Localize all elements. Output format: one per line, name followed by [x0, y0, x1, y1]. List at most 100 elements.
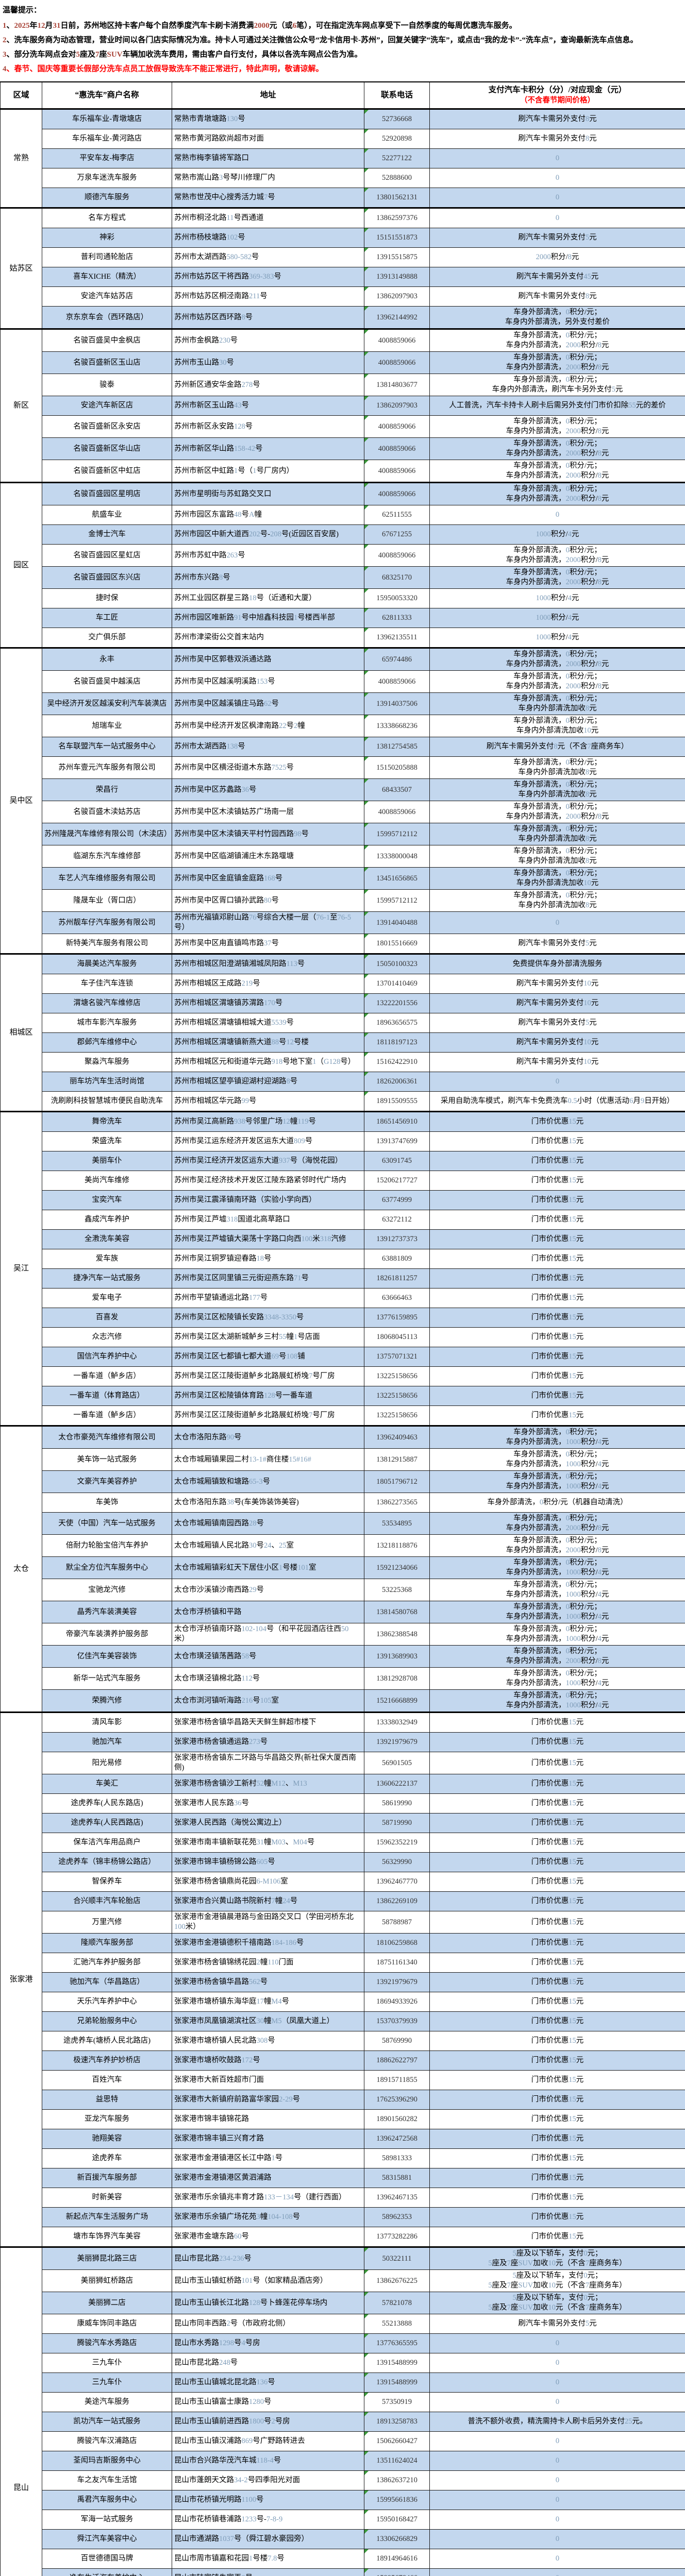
payment-cell: 门市价优惠15元 [429, 1732, 685, 1752]
phone-cell: 18862622797 [364, 2050, 430, 2071]
payment-cell: 0 [429, 2529, 685, 2549]
merchant-cell: 亚龙汽车服务 [42, 2109, 172, 2129]
merchant-cell: 益思特 [42, 2090, 172, 2110]
phone-cell: 68325170 [364, 566, 430, 589]
table-row: 汇驰汽车养护服务部 张家港市杨舍镇锦绣花园2幢110门面 18751161340 门市… [1, 1953, 685, 1973]
phone-cell: 15950053320 [364, 588, 430, 608]
table-row: 万泉车迷洗车服务 常熟市嵩山路3号琴川修理厂内 52888600 0 [1, 168, 685, 188]
table-row: 三九车仆 昆山市玉山镇城北昆北路136号 13915488999 0 [1, 2372, 685, 2393]
table-header-row: 区域 “惠洗车”商户名称 地址 联系电话 支付汽车卡积分（分）/对应现金（元） … [0, 81, 685, 110]
address-cell: 苏州市相城区王成路219号 [172, 974, 364, 994]
phone-cell: 13511624024 [364, 2451, 430, 2471]
table-row: 名骏百盛吴中越溪店 苏州市吴中区越溪明溪路153号 4008859066 车身外部清洗… [1, 670, 685, 693]
merchant-cell: 宝奕汽车 [42, 1190, 172, 1210]
phone-cell: 13962472568 [364, 2129, 430, 2149]
table-row: 禹君汽车服务中心 昆山市花桥镇光明路1100号 15995661836 0 [1, 2490, 685, 2510]
address-cell: 苏州市吴江区江陵街道鲈乡北路展虹桥堍7号厂房 [172, 1366, 364, 1386]
phone-cell: 15062660427 [364, 2431, 430, 2451]
address-cell: 昆山市玉山镇城北昆北路136号 [172, 2372, 364, 2393]
address-cell: 苏州市东兴路8号 [172, 566, 364, 589]
address-cell: 苏州市吴江经济技术开发区江陵东路紧邻时代广场内 [172, 1171, 364, 1191]
table-row: 名车联盟汽车一站式服务中心 苏州市太湖西路138号 13812754585 刷汽车卡需… [1, 737, 685, 757]
phone-cell: 15995661836 [364, 2490, 430, 2510]
table-row: 车艺人汽车维修服务有限公司 苏州市吴中区金庭镇金庭路168号 13451656865… [1, 867, 685, 890]
address-cell: 太仓市城厢镇致和塘路65-3号 [172, 1470, 364, 1493]
address-cell: 苏州市金枫路230号 [172, 328, 364, 352]
table-row: 吴中经济开发区越溪安利汽车装潢店 苏州市吴中区越溪镇庄马路62号 139140375… [1, 692, 685, 715]
payment-cell: 车身外部清洗，0积分/元； 车身内外部清洗，2000积分/8元 [429, 801, 685, 823]
phone-cell: 15921234066 [364, 1556, 430, 1579]
payment-cell: 0 [429, 2568, 685, 2576]
payment-cell: 门市价优惠15元 [429, 1111, 685, 1132]
merchant-cell: 途虎养车 [42, 2148, 172, 2168]
address-cell: 太仓市城厢镇人民北路30号24、25室 [172, 1534, 364, 1557]
payment-cell: 刷汽车卡需另外支付10元 [429, 1052, 685, 1072]
table-row: 宝驰龙汽修 太仓市沙溪镇沙南西路29号 53225368 车身外部清洗，0积分/元； … [1, 1579, 685, 1601]
phone-cell: 13812754585 [364, 737, 430, 757]
phone-cell: 15995712112 [364, 823, 430, 845]
table-row: 洗刷刷科技智慧城市便民自助洗车 苏州市相城区华元路99号 18915509555 采用… [1, 1091, 685, 1112]
phone-cell: 13862269109 [364, 1891, 430, 1911]
phone-cell: 13225158656 [364, 1405, 430, 1426]
address-cell: 苏州市吴江区江陵街道鲈乡北路展虹桥堍7号厂房 [172, 1405, 364, 1426]
phone-cell: 15370379939 [364, 2011, 430, 2031]
address-cell: 苏州市吴江区同里镇三元街迎燕东路71号 [172, 1268, 364, 1289]
table-row: 名骏百盛新区中虹店 苏州市新区中虹路1号（1号厂房内） 4008859066 车身外部… [1, 460, 685, 483]
address-cell: 太仓市沙溪镇沙南西路29号 [172, 1579, 364, 1601]
address-cell: 昆山市昆北路248号 [172, 2353, 364, 2373]
tip-line-1: 1、2025年12月31日前，苏州地区持卡客户每个自然季度汽车卡刷卡消费满200… [3, 22, 517, 30]
table-row: 吴江 舞帝洗车 苏州市吴江高新路938号邻里广场12幢119号 18651456910… [0, 1111, 685, 1426]
payment-cell: 门市价优惠15元 [429, 1833, 685, 1853]
merchant-cell: 名骏百盛吴中金枫店 [42, 328, 172, 352]
merchant-cell: 安途汽车姑苏店 [42, 286, 172, 307]
phone-cell: 17625396290 [364, 2090, 430, 2110]
merchant-cell: 车工匠 [42, 608, 172, 628]
table-row: 姑苏区 名车方程式 苏州市桐泾北路11号西通道 13862597376 0 [0, 207, 685, 329]
phone-cell: 13921979679 [364, 1972, 430, 1992]
address-cell: 张家港市塘桥镇东海华庭17幢M4号 [172, 1992, 364, 2012]
phone-cell: 18963656575 [364, 1013, 430, 1033]
payment-cell: 门市价优惠15元 [429, 1852, 685, 1872]
payment-cell: 2000积分/8元 [429, 247, 685, 267]
merchant-table: 区域 “惠洗车”商户名称 地址 联系电话 支付汽车卡积分（分）/对应现金（元） … [0, 81, 685, 2576]
phone-cell: 13812915887 [364, 1448, 430, 1471]
table-row: 京东京车会（西环路店） 苏州市姑苏区西环路8号 13962144992 车身外部清洗，… [1, 306, 685, 329]
phone-cell: 13225158656 [364, 1366, 430, 1386]
address-cell: 太仓市璜泾镇棉北路112号 [172, 1667, 364, 1690]
phone-cell: 13962135511 [364, 628, 430, 648]
table-row: 荣腾汽修 太仓市浏河镇听海路216号105室 15216668899 车身外部清洗，0… [1, 1689, 685, 1713]
table-row: 临湖东东汽车维修部 苏州市吴中区临湖镇浦庄木东路堰塘 13338000048 车身外部… [1, 845, 685, 868]
table-row: 美途汽车服务 昆山市玉山镇富士康路1280号 57350919 0 [1, 2392, 685, 2412]
merchant-cell: 万泉车迷洗车服务 [42, 168, 172, 188]
table-row: 新起点汽车生活服务广场 张家港市乐余镇广场花苑3幢104-108号 58962353… [1, 2207, 685, 2227]
merchant-cell: 临湖东东汽车维修部 [42, 845, 172, 868]
table-row: 康威车饰同丰路店 昆山市同丰西路2号（市政府北侧） 55213888 刷汽车卡需另外支… [1, 2314, 685, 2334]
merchant-cell: 美丽狮昆北路三店 [42, 2246, 172, 2270]
phone-cell: 13862273565 [364, 1493, 430, 1513]
phone-cell: 18694933926 [364, 1992, 430, 2012]
payment-cell: 门市价优惠15元 [429, 2050, 685, 2071]
table-row: 驰加汽车（华昌路店） 张家港市杨舍镇华昌路562号 13921979679 门市价优惠… [1, 1972, 685, 1992]
phone-cell: 18051796712 [364, 1470, 430, 1493]
address-cell: 苏州市吴中区木渎镇姑苏广场南一层 [172, 801, 364, 823]
table-row: 旭瑞车业 苏州市吴中经济开发区枫津南路22号2幢 13338668236 车身外部清洗… [1, 715, 685, 737]
payment-cell: 5座及以下轿车，支付0元； 5座及7座SUV加收10元（不含7座商务车） [429, 2269, 685, 2292]
phone-cell: 13914040488 [364, 911, 430, 934]
payment-cell: 刷汽车卡需另外支付5元 [429, 1013, 685, 1033]
phone-cell: 13914037506 [364, 692, 430, 715]
phone-cell: 62811333 [364, 608, 430, 628]
phone-cell: 62511555 [364, 505, 430, 525]
address-cell: 张家港市杨舍镇鼎尚花园6-M106室 [172, 1872, 364, 1892]
phone-cell: 18261811257 [364, 1268, 430, 1289]
merchant-cell: 名骏百盛木渎姑苏店 [42, 801, 172, 823]
merchant-cell: 顺德汽车服务 [42, 188, 172, 208]
address-cell: 苏州市吴江经济开发区运东大道937号（海悦花园） [172, 1151, 364, 1171]
address-cell: 苏州市吴江区太湖新城鲈乡三村55幢1号店面 [172, 1327, 364, 1347]
table-row: 神彩 苏州市杨枝塘路102号 15151551873 刷汽车卡需另外支付5元 [1, 228, 685, 248]
address-cell: 苏州市姑苏区西环路8号 [172, 306, 364, 329]
phone-cell: 18914964616 [364, 2549, 430, 2569]
table-row: 智保养车 张家港市杨舍镇鼎尚花园6-M106室 13962467770 门市价优惠15… [1, 1872, 685, 1892]
merchant-cell: 荣昌行 [42, 778, 172, 801]
address-cell: 昆山市通湖路1037号（舜江碧水豪园旁） [172, 2529, 364, 2549]
address-cell: 昆山市玉山镇前进西路1800号2号房 [172, 2412, 364, 2432]
